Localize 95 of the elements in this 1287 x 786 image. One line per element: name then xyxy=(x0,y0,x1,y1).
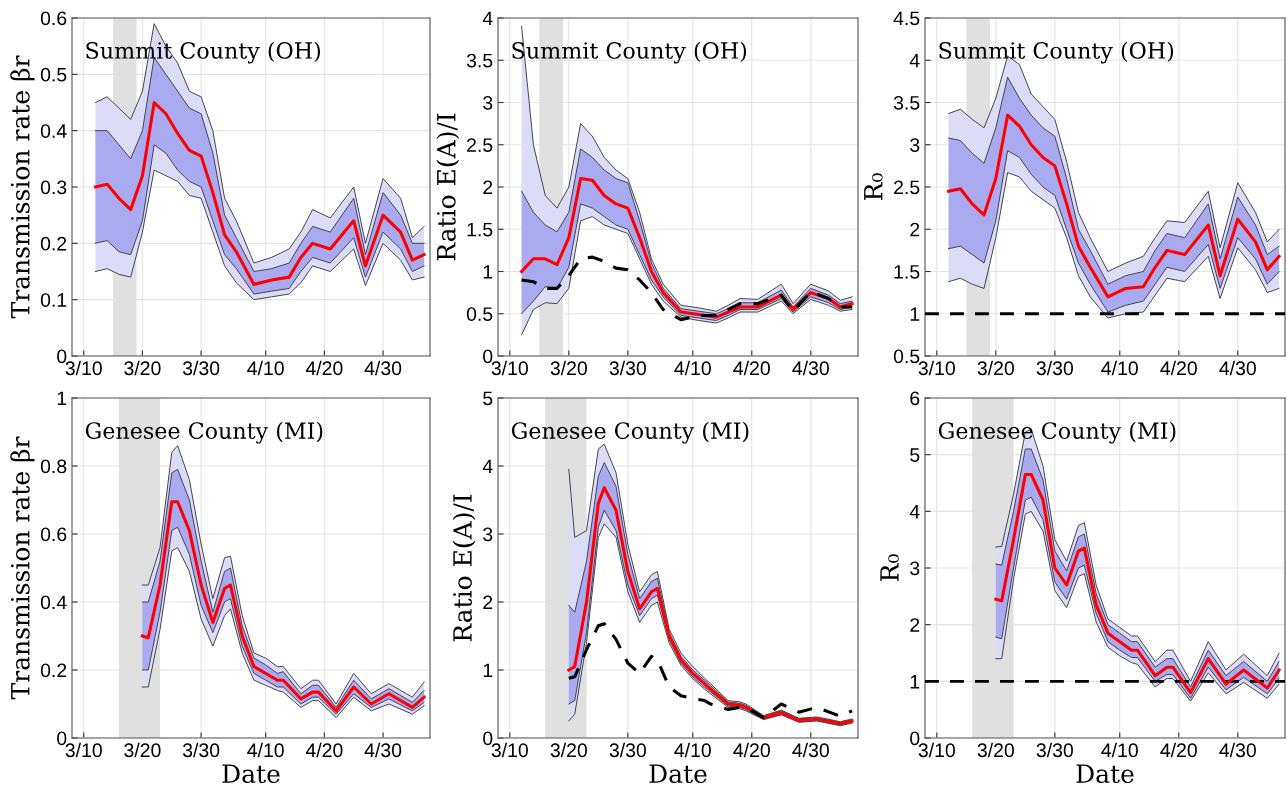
y-tick-label: 0.6 xyxy=(40,527,67,542)
x-tick-label: 3/10 xyxy=(65,360,102,376)
x-tick-label: 4/10 xyxy=(247,742,284,758)
y-tick-label: 1.5 xyxy=(894,265,920,279)
y-tick-label: 0 xyxy=(910,731,920,746)
x-tick-label: 3/30 xyxy=(182,360,220,376)
x-tick-label: 4/30 xyxy=(1219,360,1256,376)
x-tick-label: 3/30 xyxy=(1036,742,1073,758)
y-axis-title: R₀ xyxy=(880,554,899,582)
y-tick-label: 0 xyxy=(483,731,493,746)
x-tick-label: 3/10 xyxy=(918,360,955,376)
x-tick-label: 4/20 xyxy=(733,360,770,376)
x-tick-label: 3/20 xyxy=(977,360,1014,376)
x-tick-label: 4/20 xyxy=(1160,360,1197,376)
x-tick-label: 3/20 xyxy=(977,742,1014,758)
y-axis-title: Transmission rate βr xyxy=(10,55,35,319)
x-tick-label: 4/20 xyxy=(733,742,770,758)
y-tick-label: 2 xyxy=(910,618,920,632)
x-tick-label: 3/10 xyxy=(65,742,102,758)
y-tick-label: 0.1 xyxy=(40,293,67,307)
y-tick-label: 4.5 xyxy=(893,11,920,26)
y-tick-label: 4 xyxy=(909,53,920,68)
y-tick-label: 0.5 xyxy=(893,349,920,364)
x-tick-label: 4/10 xyxy=(247,360,284,376)
y-tick-label: 4 xyxy=(482,459,493,474)
y-tick-label: 3 xyxy=(483,527,493,542)
y-tick-label: 0.8 xyxy=(40,459,67,474)
y-axis-title: Ratio E(A)/I xyxy=(452,494,476,642)
y-tick-label: 2 xyxy=(483,595,493,610)
y-axis-title: Transmission rate βr xyxy=(10,436,35,700)
y-tick-label: 0.6 xyxy=(40,11,67,26)
x-tick-label: 3/30 xyxy=(182,742,220,758)
annotation: Summit County (OH) xyxy=(86,41,321,64)
y-tick-label: 4 xyxy=(482,11,493,26)
y-tick-label: 0.2 xyxy=(40,236,67,251)
x-tick-label: 3/30 xyxy=(1036,360,1073,376)
x-tick-label: 4/10 xyxy=(674,360,711,376)
y-tick-label: 6 xyxy=(910,391,920,406)
y-tick-label: 5 xyxy=(910,448,920,462)
annotation: Summit County (OH) xyxy=(939,41,1174,64)
y-tick-label: 3.5 xyxy=(466,53,493,68)
x-axis-title: Date xyxy=(649,764,707,784)
y-tick-label: 2.5 xyxy=(467,138,493,152)
y-tick-label: 3 xyxy=(910,561,920,576)
x-tick-label: 3/30 xyxy=(609,360,646,376)
y-tick-label: 0 xyxy=(483,349,493,364)
y-tick-label: 1 xyxy=(910,675,920,689)
x-tick-label: 4/10 xyxy=(1101,742,1138,758)
x-tick-label: 4/20 xyxy=(305,360,343,376)
x-tick-label: 3/20 xyxy=(124,742,161,758)
y-tick-label: 3 xyxy=(910,138,920,152)
x-axis-title: Date xyxy=(222,764,280,784)
x-tick-label: 3/10 xyxy=(491,742,528,758)
x-tick-label: 4/30 xyxy=(792,742,829,758)
y-tick-label: 0.4 xyxy=(40,595,67,610)
y-tick-label: 0.2 xyxy=(40,663,67,678)
x-tick-label: 3/20 xyxy=(550,360,587,376)
x-tick-label: 4/20 xyxy=(305,742,343,758)
x-tick-label: 3/10 xyxy=(918,742,955,758)
y-tick-label: 0 xyxy=(57,731,67,746)
y-tick-label: 2 xyxy=(483,180,493,195)
y-tick-label: 0.5 xyxy=(466,307,493,321)
x-tick-label: 3/30 xyxy=(609,742,646,758)
y-tick-label: 5 xyxy=(483,391,493,406)
annotation: Summit County (OH) xyxy=(512,41,747,64)
y-tick-label: 1 xyxy=(57,391,67,406)
y-tick-label: 1 xyxy=(483,663,493,678)
y-tick-label: 2.5 xyxy=(894,180,920,195)
x-tick-label: 4/30 xyxy=(1219,742,1256,758)
y-axis-title: Ratio E(A)/I xyxy=(436,113,460,261)
y-tick-label: 4 xyxy=(909,505,920,519)
x-tick-label: 3/20 xyxy=(550,742,587,758)
y-tick-label: 0.3 xyxy=(40,180,67,195)
x-tick-label: 4/10 xyxy=(1101,360,1138,376)
x-tick-label: 4/30 xyxy=(364,360,402,376)
y-tick-label: 3 xyxy=(483,95,493,110)
y-tick-label: 0 xyxy=(57,349,67,364)
x-tick-label: 4/10 xyxy=(674,742,711,758)
y-tick-label: 2 xyxy=(910,222,920,237)
x-tick-label: 3/10 xyxy=(491,360,528,376)
y-tick-label: 0.4 xyxy=(40,124,67,138)
y-tick-label: 1 xyxy=(910,307,920,321)
y-tick-label: 3.5 xyxy=(893,95,920,110)
annotation: Genesee County (MI) xyxy=(85,421,323,444)
x-tick-label: 4/30 xyxy=(792,360,829,376)
annotation: Genesee County (MI) xyxy=(511,421,749,444)
annotation: Genesee County (MI) xyxy=(938,421,1176,444)
x-tick-label: 3/20 xyxy=(124,360,161,376)
x-tick-label: 4/30 xyxy=(364,742,402,758)
y-tick-label: 1.5 xyxy=(467,222,493,237)
y-tick-label: 0.5 xyxy=(40,67,67,82)
y-axis-title: R₀ xyxy=(864,173,883,201)
x-axis-title: Date xyxy=(1076,764,1134,784)
x-tick-label: 4/20 xyxy=(1160,742,1197,758)
y-tick-label: 1 xyxy=(483,265,493,279)
